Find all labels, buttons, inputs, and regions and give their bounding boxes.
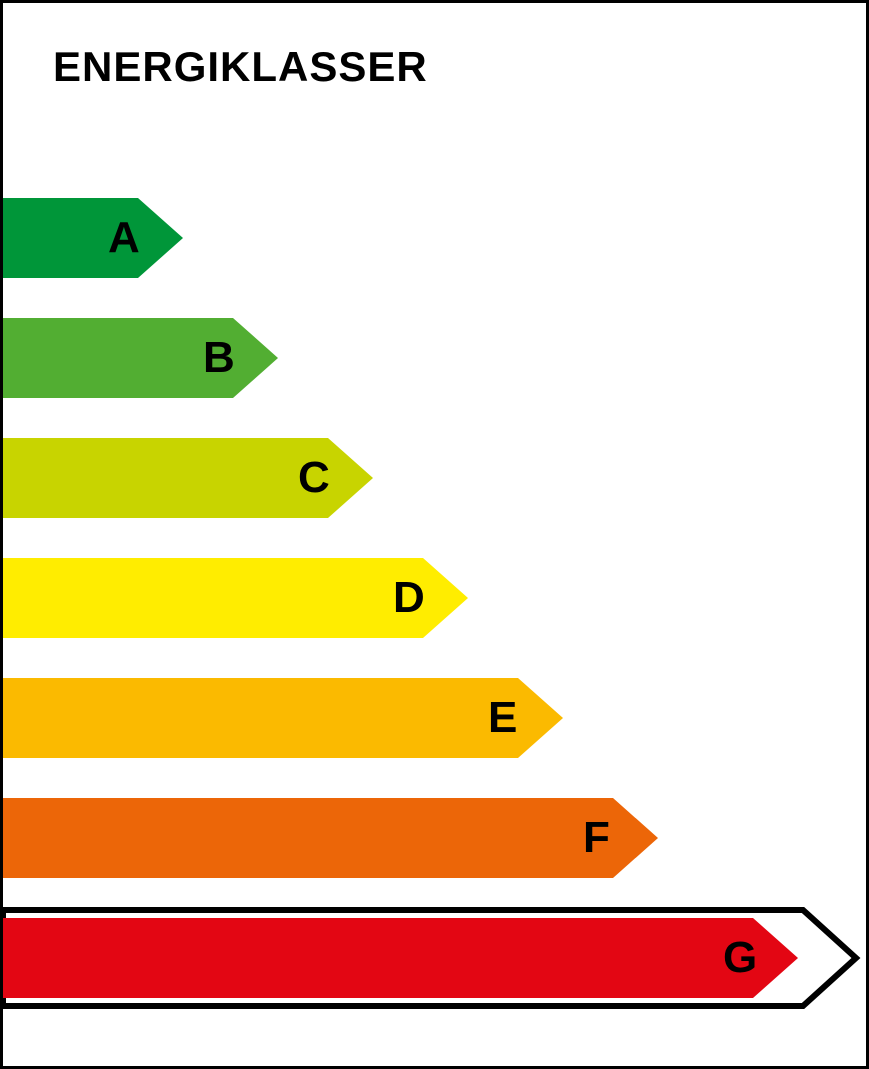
- energy-class-label-g: G: [723, 933, 757, 983]
- energy-class-b: B: [3, 318, 866, 398]
- energy-class-label-c: C: [298, 453, 330, 503]
- energy-class-f: F: [3, 798, 866, 878]
- energy-class-g: G: [3, 904, 866, 1012]
- arrow-shape-b: [3, 318, 288, 398]
- arrow-shape-a: [3, 198, 193, 278]
- energy-class-c: C: [3, 438, 866, 518]
- chart-title: ENERGIKLASSER: [53, 43, 428, 91]
- energy-class-label-d: D: [393, 573, 425, 623]
- energy-class-d: D: [3, 558, 866, 638]
- energy-class-a: A: [3, 198, 866, 278]
- energy-class-label-a: A: [108, 213, 140, 263]
- arrows-area: A B C D E F G: [3, 198, 866, 1038]
- energy-class-label-b: B: [203, 333, 235, 383]
- energy-class-e: E: [3, 678, 866, 758]
- energy-class-label-e: E: [488, 693, 517, 743]
- arrow-shape-f: [3, 798, 668, 878]
- energy-class-label-f: F: [583, 813, 610, 863]
- energy-label-container: ENERGIKLASSER A B C D E F G: [0, 0, 869, 1069]
